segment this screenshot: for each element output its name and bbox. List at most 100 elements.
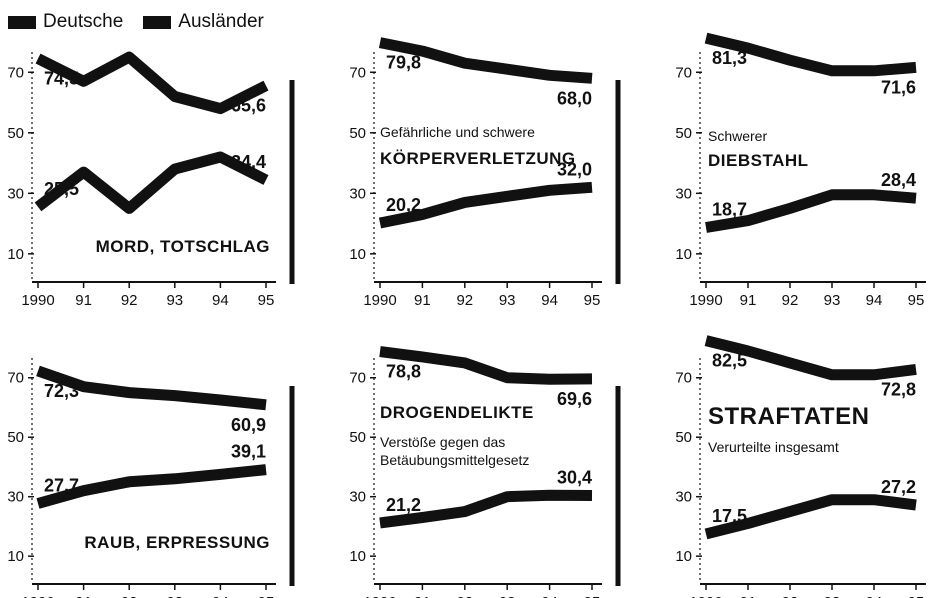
data-label: 20,2 — [386, 195, 421, 215]
data-label: 27,2 — [881, 477, 916, 497]
x-tick-label: 1990 — [689, 594, 722, 598]
data-label: 72,3 — [44, 381, 79, 401]
data-label: 28,4 — [881, 170, 916, 190]
x-tick-label: 93 — [499, 594, 516, 598]
x-tick-label: 93 — [824, 594, 841, 598]
y-tick-label: 10 — [7, 548, 24, 565]
y-tick-label: 10 — [675, 548, 692, 565]
x-tick-label: 92 — [456, 594, 473, 598]
y-tick-label: 50 — [349, 429, 366, 446]
chart-2: 10 30 50 70 1990 91 92 93 94 95 79,8 68,0 20,2 32,0 Ge… — [349, 37, 621, 309]
chart-subtitle: Verurteilte insgesamt — [708, 439, 839, 455]
legend-item-auslaender: Ausländer — [143, 11, 264, 33]
chart-subtitle: Gefährliche und schwere — [380, 124, 535, 140]
chart-title: DROGENDELIKTE — [380, 403, 534, 422]
legend: Deutsche Ausländer — [8, 6, 264, 38]
y-tick-label: 70 — [7, 64, 24, 81]
y-tick-label: 70 — [7, 370, 24, 387]
data-label: 32,0 — [557, 159, 592, 179]
x-tick-label: 91 — [414, 594, 431, 598]
chart-subtitle: Betäubungsmittelgesetz — [380, 452, 529, 468]
x-tick-label: 94 — [212, 594, 229, 598]
chart-title: MORD, TOTSCHLAG — [96, 237, 270, 256]
data-label: 78,8 — [386, 362, 421, 382]
x-tick-label: 94 — [541, 594, 558, 598]
y-tick-label: 70 — [675, 64, 692, 81]
x-tick-label: 95 — [584, 594, 601, 598]
legend-label-deutsche: Deutsche — [43, 11, 124, 32]
chart-5: 10 30 50 70 1990 91 92 93 94 95 78,8 69,6 21,2 30,4 Ve… — [349, 346, 621, 598]
series-line-deutsche — [704, 335, 917, 381]
x-tick-label: 1990 — [21, 292, 54, 309]
data-label: 65,6 — [231, 96, 266, 116]
series-line-deutsche — [704, 32, 917, 77]
x-tick-label: 1990 — [363, 594, 396, 598]
x-tick-label: 94 — [541, 292, 558, 309]
x-tick-label: 93 — [166, 292, 183, 309]
chart-6: 10 30 50 70 1990 91 92 93 94 95 82,5 72,8 17,5 27,2 Ve… — [675, 335, 926, 598]
x-tick-label: 92 — [782, 594, 799, 598]
chart-1: 10 30 50 70 1990 91 92 93 94 95 74,5 65,6 25,5 34,4 MO… — [7, 51, 295, 309]
chart-subtitle: Schwerer — [708, 128, 767, 144]
x-tick-label: 95 — [258, 292, 275, 309]
series-line-auslaender — [36, 464, 267, 509]
series-line-deutsche — [35, 51, 269, 115]
y-tick-label: 10 — [349, 246, 366, 263]
y-tick-label: 30 — [675, 489, 692, 506]
x-tick-label: 91 — [75, 594, 92, 598]
data-label: 72,8 — [881, 379, 916, 399]
chart-title: DIEBSTAHL — [708, 151, 809, 170]
data-label: 71,6 — [881, 77, 916, 97]
chart-4: 10 30 50 70 1990 91 92 93 94 95 72,3 60,9 27,7 39,1 RA… — [7, 358, 295, 598]
series-line-auslaender — [379, 489, 593, 529]
x-tick-label: 1990 — [21, 594, 54, 598]
x-tick-label: 1990 — [363, 292, 396, 309]
y-tick-label: 70 — [349, 370, 366, 387]
series-line-deutsche — [36, 365, 267, 411]
y-tick-label: 70 — [349, 64, 366, 81]
x-tick-label: 94 — [212, 292, 229, 309]
data-label: 18,7 — [712, 200, 747, 220]
data-label: 69,6 — [557, 389, 592, 409]
x-tick-label: 92 — [121, 594, 138, 598]
y-tick-label: 50 — [675, 125, 692, 142]
y-tick-label: 10 — [349, 548, 366, 565]
legend-label-auslaender: Ausländer — [178, 11, 264, 32]
x-tick-label: 94 — [866, 594, 883, 598]
data-label: 74,5 — [44, 69, 79, 89]
x-tick-label: 95 — [584, 292, 601, 309]
y-tick-label: 30 — [7, 185, 24, 202]
y-tick-label: 30 — [7, 489, 24, 506]
x-tick-label: 93 — [824, 292, 841, 309]
legend-swatch-auslaender — [143, 15, 172, 29]
x-tick-label: 91 — [740, 292, 757, 309]
x-tick-label: 92 — [456, 292, 473, 309]
y-tick-label: 70 — [675, 370, 692, 387]
x-tick-label: 1990 — [689, 292, 722, 309]
legend-swatch-deutsche — [8, 15, 36, 29]
data-label: 30,4 — [557, 467, 592, 487]
x-tick-label: 95 — [258, 594, 275, 598]
x-tick-label: 93 — [499, 292, 516, 309]
series-line-deutsche — [379, 346, 593, 385]
x-tick-label: 95 — [908, 594, 925, 598]
y-tick-label: 30 — [349, 489, 366, 506]
y-tick-label: 50 — [7, 429, 24, 446]
data-label: 25,5 — [44, 179, 79, 199]
series-line-auslaender — [704, 494, 917, 540]
chart-title: RAUB, ERPRESSUNG — [84, 533, 270, 552]
y-tick-label: 30 — [675, 185, 692, 202]
data-label: 39,1 — [231, 442, 266, 462]
x-tick-label: 91 — [75, 292, 92, 309]
series-line-auslaender — [378, 181, 593, 229]
y-tick-label: 50 — [7, 125, 24, 142]
y-tick-label: 50 — [349, 125, 366, 142]
data-label: 79,8 — [386, 53, 421, 73]
chart-title: STRAFTATEN — [708, 403, 869, 430]
y-tick-label: 10 — [675, 246, 692, 263]
data-label: 34,4 — [231, 152, 266, 172]
chart-3: 10 30 50 70 1990 91 92 93 94 95 81,3 71,6 18,7 28,4 Sc… — [675, 32, 926, 309]
data-label: 21,2 — [386, 495, 421, 515]
data-label: 68,0 — [557, 88, 592, 108]
chart-subtitle: Verstöße gegen das — [380, 434, 505, 450]
